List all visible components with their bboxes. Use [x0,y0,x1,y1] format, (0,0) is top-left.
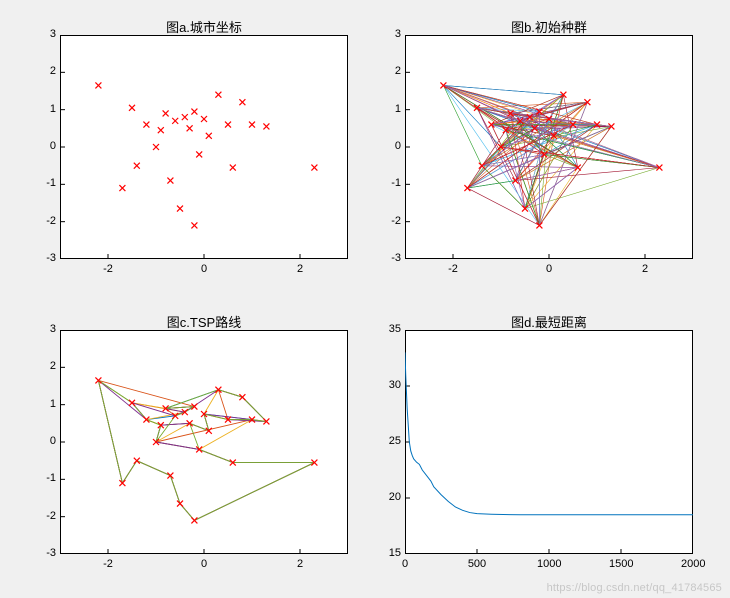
x-tick-label: 2000 [681,558,705,570]
x-tick-label: 2 [288,558,312,570]
y-tick-label: -1 [32,177,56,189]
y-tick-label: -3 [32,252,56,264]
figure-container: https://blog.csdn.net/qq_41784565 -2 0 2 -3… [0,0,730,598]
x-tick-label: 500 [465,558,489,570]
y-tick-label: 15 [377,547,401,559]
y-tick-label: 1 [32,398,56,410]
x-tick-label: 0 [192,263,216,275]
y-tick-label: 0 [32,435,56,447]
x-tick-label: 0 [192,558,216,570]
subplot-b [405,35,693,259]
y-tick-label: 3 [377,28,401,40]
subplot-c-title: 图c.TSP路线 [60,312,348,331]
y-tick-label: 25 [377,435,401,447]
x-tick-label: 1500 [609,558,633,570]
x-tick-label: 1000 [537,558,561,570]
subplot-c [60,330,348,554]
x-tick-label: 0 [393,558,417,570]
y-tick-label: -1 [377,177,401,189]
y-tick-label: 1 [377,103,401,115]
y-tick-label: -2 [32,215,56,227]
x-tick-label: -2 [96,263,120,275]
y-tick-label: 2 [32,65,56,77]
y-tick-label: -3 [377,252,401,264]
subplot-a-title: 图a.城市坐标 [60,17,348,36]
subplot-d [405,330,693,554]
x-tick-label: -2 [441,263,465,275]
y-tick-label: -2 [377,215,401,227]
y-tick-label: -2 [32,510,56,522]
y-tick-label: 30 [377,379,401,391]
subplot-a [60,35,348,259]
x-tick-label: -2 [96,558,120,570]
y-tick-label: 20 [377,491,401,503]
y-tick-label: 3 [32,28,56,40]
subplot-b-title: 图b.初始种群 [405,17,693,36]
y-tick-label: 0 [32,140,56,152]
y-tick-label: -1 [32,472,56,484]
y-tick-label: 3 [32,323,56,335]
y-tick-label: 35 [377,323,401,335]
subplot-d-title: 图d.最短距离 [405,312,693,331]
y-tick-label: 2 [32,360,56,372]
x-tick-label: 2 [633,263,657,275]
y-tick-label: 2 [377,65,401,77]
watermark: https://blog.csdn.net/qq_41784565 [547,582,722,594]
y-tick-label: 1 [32,103,56,115]
x-tick-label: 2 [288,263,312,275]
y-tick-label: -3 [32,547,56,559]
y-tick-label: 0 [377,140,401,152]
x-tick-label: 0 [537,263,561,275]
